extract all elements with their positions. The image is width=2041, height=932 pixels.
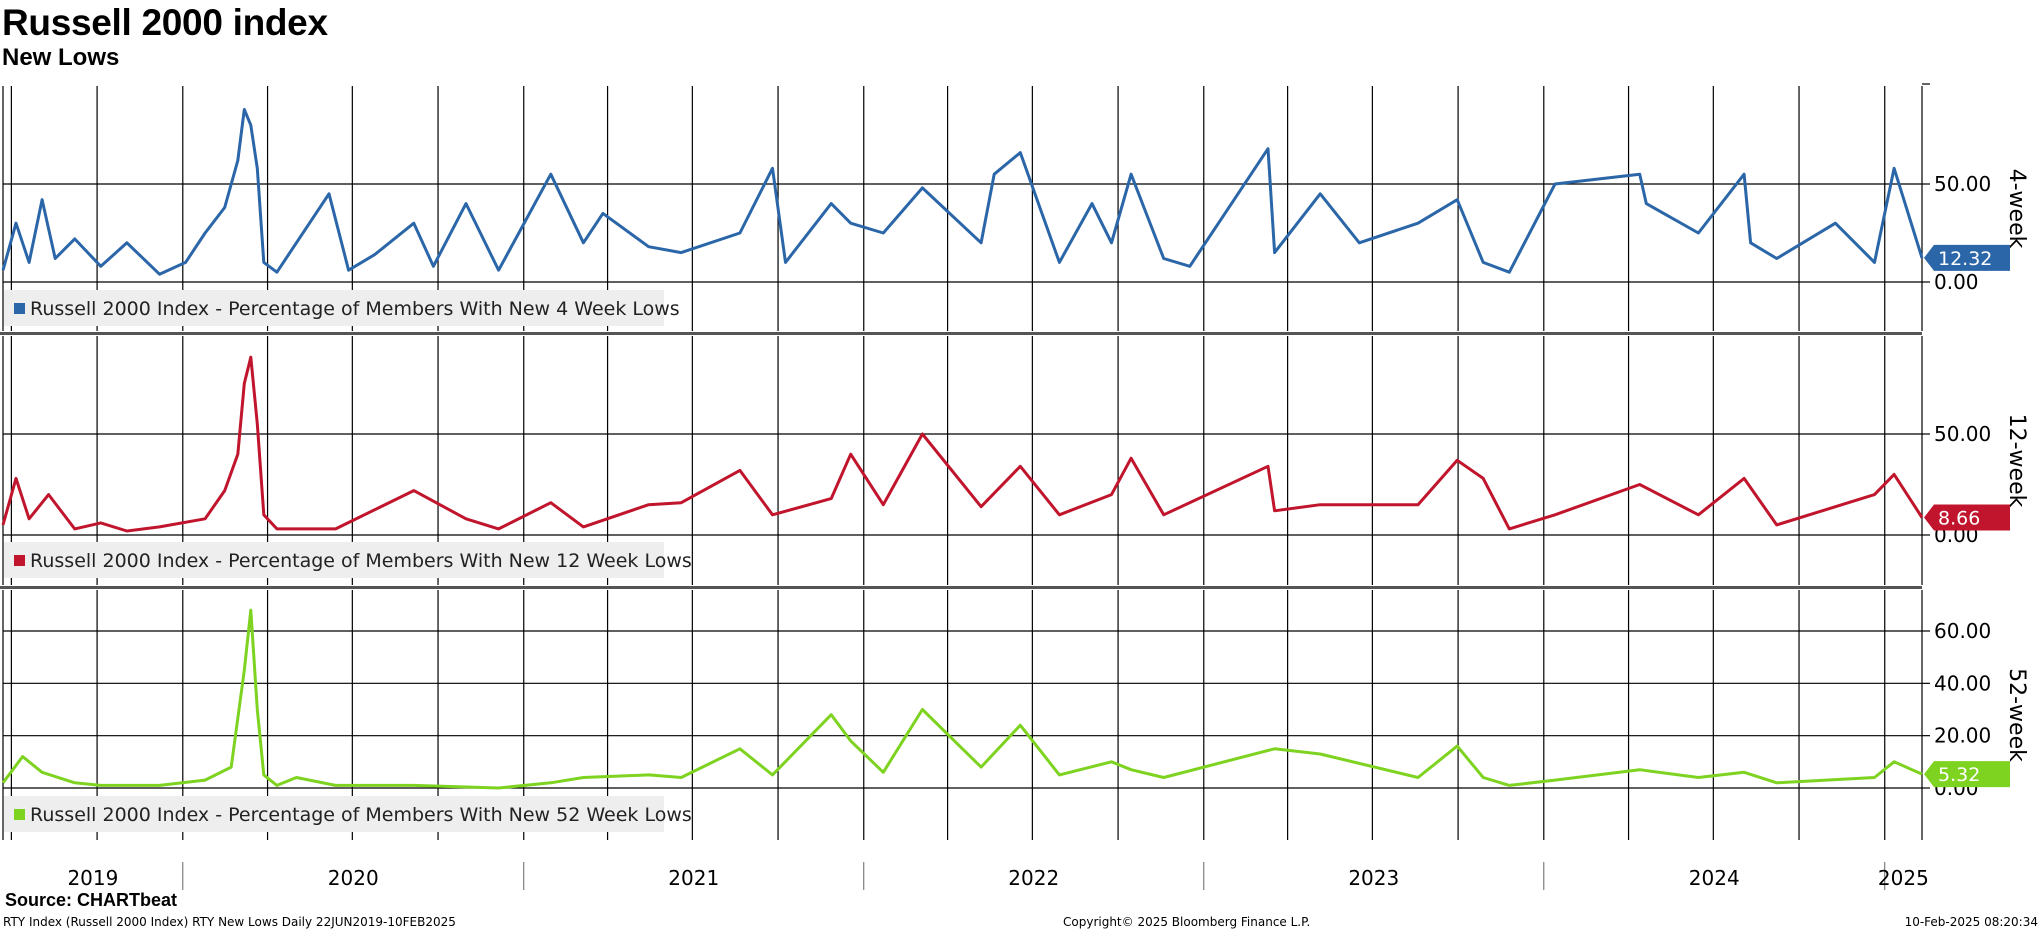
y-tick-label: 20.00 [1934, 724, 1991, 748]
series-line [1, 108, 1924, 276]
last-value-label: 5.32 [1938, 764, 1980, 786]
x-year-label: 2023 [1348, 866, 1399, 890]
x-year-label: 2021 [668, 866, 719, 890]
footer-copyright: Copyright© 2025 Bloomberg Finance L.P. [1063, 915, 1311, 929]
last-value-tag: 8.66 [1924, 504, 2010, 531]
footer-description: RTY Index (Russell 2000 Index) RTY New L… [3, 915, 456, 929]
y-tick-label: 0.00 [1934, 270, 1979, 294]
series-line [1, 608, 1923, 790]
y-tick-label: 60.00 [1934, 619, 1991, 643]
x-year-label: 2024 [1689, 866, 1740, 890]
legend-swatch [14, 303, 25, 314]
chart-title: Russell 2000 index [2, 2, 328, 43]
footer-timestamp: 10-Feb-2025 08:20:34 [1904, 915, 2038, 929]
last-value-label: 12.32 [1938, 248, 1992, 270]
legend-swatch [14, 555, 25, 566]
source-note: Source: CHARTbeat [5, 890, 178, 910]
panel-divider [0, 586, 1922, 589]
legend: Russell 2000 Index - Percentage of Membe… [4, 796, 692, 832]
axis-title: 12-week [2004, 414, 2029, 508]
last-value-marker [1924, 244, 2010, 271]
last-value-label: 8.66 [1938, 508, 1980, 530]
last-value-tag: 5.32 [1924, 761, 2010, 788]
legend-swatch [14, 809, 25, 820]
x-axis: 2019 2020 2021 2022 2023 2024 2025 [67, 862, 1929, 890]
y-tick-label: 50.00 [1934, 172, 1991, 196]
x-year-label: 2025 [1878, 866, 1929, 890]
last-value-marker [1924, 761, 2010, 788]
legend: Russell 2000 Index - Percentage of Membe… [4, 542, 692, 578]
panel-4-week: 50.00 0.00 4-week 12.32 Russell 2000 Index -… [0, 83, 2029, 335]
axis-title: 52-week [2004, 668, 2029, 762]
legend: Russell 2000 Index - Percentage of Membe… [4, 290, 680, 326]
last-value-marker [1924, 504, 2010, 531]
legend-label: Russell 2000 Index - Percentage of Membe… [30, 298, 680, 320]
chart-subtitle: New Lows [2, 44, 120, 71]
legend-background [4, 796, 664, 832]
y-tick-label: 40.00 [1934, 671, 1991, 695]
legend-label: Russell 2000 Index - Percentage of Membe… [30, 550, 692, 572]
axis-title: 4-week [2004, 169, 2029, 249]
y-tick-label: 50.00 [1934, 422, 1991, 446]
panel-divider [0, 332, 1922, 335]
x-year-label: 2020 [328, 866, 379, 890]
legend-background [4, 542, 664, 578]
x-year-label: 2019 [67, 866, 118, 890]
x-year-label: 2022 [1008, 866, 1059, 890]
legend-background [4, 290, 664, 326]
legend-label: Russell 2000 Index - Percentage of Membe… [30, 804, 692, 826]
last-value-tag: 12.32 [1924, 244, 2010, 271]
series-line [1, 355, 1924, 533]
